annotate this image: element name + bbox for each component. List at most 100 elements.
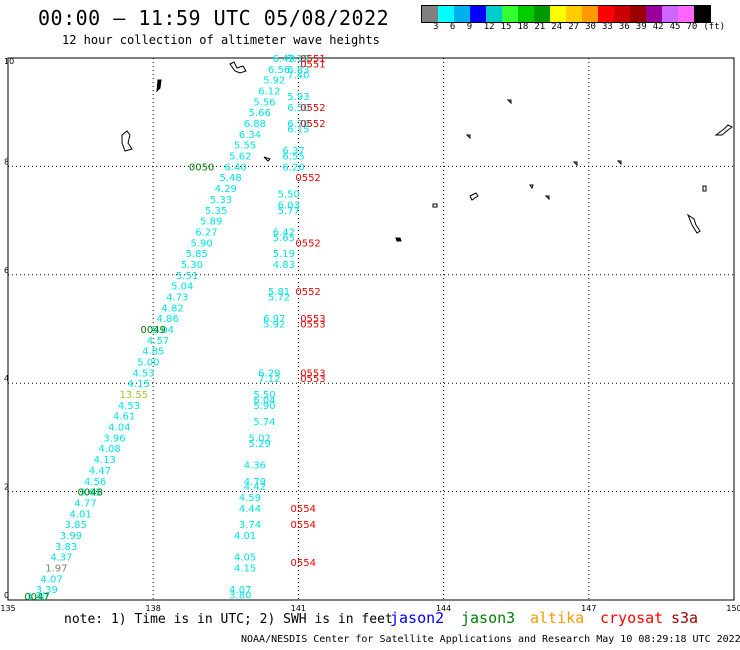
wave-height-value: 3.39 (36, 585, 58, 596)
wave-height-value: 3.96 (103, 433, 125, 444)
island-shape (714, 124, 733, 136)
legend-label: 3 (433, 22, 439, 32)
wave-height-value: 3.63 (79, 488, 101, 499)
wave-height-value: 6.50 (287, 103, 309, 114)
wave-height-value: 3.74 (239, 520, 261, 531)
wave-height-value: 5.56 (253, 97, 275, 108)
chart-title: 00:00 – 11:59 UTC 05/08/2022 (38, 6, 390, 30)
wave-height-value: 5.29 (249, 439, 271, 450)
wave-height-value: 3.99 (60, 531, 82, 542)
island-shape (432, 203, 438, 208)
wave-height-value: 3.85 (65, 520, 87, 531)
wave-height-value: 4.85 (142, 347, 164, 358)
wave-height-value: 4.05 (234, 553, 256, 564)
wave-height-value: 6.88 (244, 119, 266, 130)
satellite-jason3-label: jason3 (461, 609, 516, 627)
wave-height-value: 4.77 (74, 498, 96, 509)
wave-height-value: 7.33 (287, 54, 309, 65)
footer-credit: NOAA/NESDIS Center for Satellite Applica… (241, 634, 740, 645)
wave-height-value: 6.34 (239, 130, 261, 141)
wave-height-value: 3.83 (55, 542, 77, 553)
legend-label: 45 (669, 22, 681, 32)
cryosat-pass-label: 0554 (291, 504, 316, 515)
wave-height-value: 6.49 (273, 54, 295, 65)
wave-height-value: 5.74 (253, 417, 275, 428)
island-shape (529, 184, 534, 190)
island-shape (229, 61, 247, 74)
wave-height-value: 5.62 (229, 152, 251, 163)
legend-swatch (630, 6, 646, 22)
wave-height-value: 6.29 (258, 368, 280, 379)
wave-height-value: 4.01 (234, 531, 256, 542)
wave-height-value: 6.27 (195, 227, 217, 238)
wave-height-value: 5.00 (137, 358, 159, 369)
wave-height-value: 4.44 (239, 504, 261, 515)
wave-height-value: 4.53 (132, 368, 154, 379)
wave-height-value: 4.29 (215, 184, 237, 195)
legend-swatch (566, 6, 582, 22)
wave-height-value: 4.08 (99, 444, 121, 455)
wave-height-value: 4.15 (234, 563, 256, 574)
x-tick-label: 135 (0, 604, 15, 613)
legend-swatch (678, 6, 694, 22)
wave-height-value: 6.78 (287, 119, 309, 130)
wave-height-value: 5.30 (181, 260, 203, 271)
wave-height-value: 4.53 (118, 401, 140, 412)
wave-height-value: 5.77 (278, 206, 300, 217)
wave-height-value: 5.72 (268, 292, 290, 303)
cryosat-pass-label: 0552 (300, 119, 325, 130)
satellite-cryosat-label: cryosat (600, 609, 664, 627)
legend-swatch (422, 6, 438, 22)
wave-height-value: 4.01 (69, 509, 91, 520)
color-legend-bar (421, 5, 711, 23)
wave-height-value: 6.40 (224, 162, 246, 173)
legend-label: 36 (618, 22, 630, 32)
wave-height-value: 5.65 (273, 233, 295, 244)
island-shape (544, 195, 550, 201)
cryosat-pass-label: 0553 (300, 374, 325, 385)
legend-label: 18 (517, 22, 529, 32)
legend-swatch (518, 6, 534, 22)
island-shape (702, 185, 707, 192)
wave-height-value: 5.33 (210, 195, 232, 206)
island-shape (395, 237, 402, 242)
legend-label: 24 (551, 22, 563, 32)
y-tick-label: 6 (4, 266, 9, 275)
y-tick-label: 4 (4, 374, 9, 383)
wave-height-value: 5.89 (200, 217, 222, 228)
cryosat-pass-label: 0552 (295, 287, 320, 298)
wave-height-value: 5.50 (278, 190, 300, 201)
grid-lines (8, 58, 734, 600)
cryosat-pass-label: 0554 (291, 520, 316, 531)
wave-height-value: 4.82 (161, 303, 183, 314)
wave-height-value: 5.92 (263, 320, 285, 331)
cryosat-pass-label: 0552 (300, 103, 325, 114)
wave-height-value: 6.03 (278, 200, 300, 211)
legend-label: 15 (500, 22, 512, 32)
wave-height-value: 6.15 (287, 124, 309, 135)
wave-height-value: 6.37 (282, 146, 304, 157)
legend-label: 6 (449, 22, 456, 32)
footer-note: note: 1) Time is in UTC; 2) SWH is in fe… (64, 612, 393, 627)
legend-label: 33 (602, 22, 613, 32)
legend-swatch (454, 6, 470, 22)
wave-height-value: 5.90 (190, 238, 212, 249)
legend-swatch (582, 6, 598, 22)
wave-height-value: 4.07 (40, 574, 62, 585)
y-tick-label: 0 (4, 591, 9, 600)
island-shape (469, 192, 479, 201)
x-tick-label: 150 (726, 604, 740, 613)
legend-swatch (614, 6, 630, 22)
wave-height-value: 4.56 (84, 477, 106, 488)
wave-height-value: 5.04 (152, 325, 174, 336)
wave-height-value: 6.56 (268, 65, 290, 76)
wave-height-value: 6.04 (253, 395, 275, 406)
legend-swatch (662, 6, 678, 22)
legend-label: 12 (483, 22, 495, 32)
axis-tick-labels: 135 138 141 144 147 150 0 2 4 6 8 10 (0, 57, 740, 613)
legend-swatch (534, 6, 550, 22)
wave-height-value: 4.04 (108, 423, 130, 434)
plot-frame (7, 57, 735, 601)
wave-height-value: 5.55 (234, 141, 256, 152)
wave-height-value: 5.02 (249, 433, 271, 444)
